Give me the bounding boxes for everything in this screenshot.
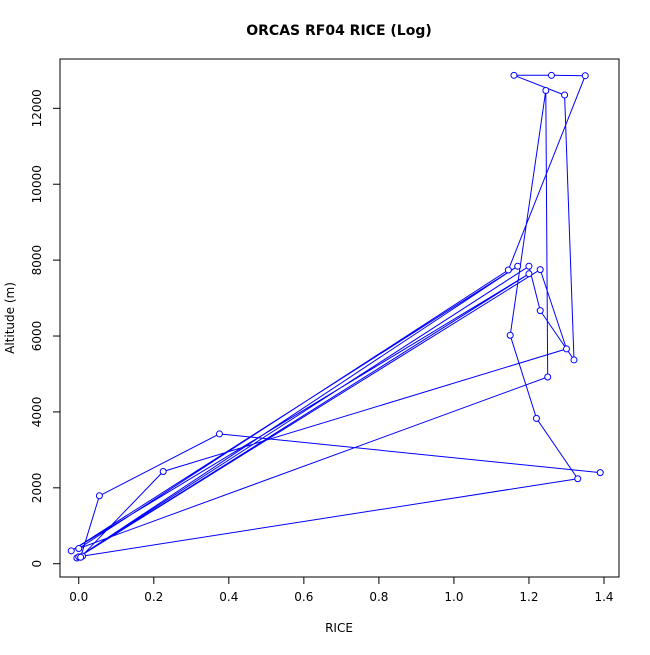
y-tick-label: 10000 bbox=[30, 165, 44, 203]
data-point bbox=[215, 430, 223, 438]
data-point bbox=[547, 71, 555, 79]
data-point bbox=[67, 547, 75, 555]
x-axis: 0.0 0.2 0.4 0.6 0.8 1.0 1.2 1.4 bbox=[69, 576, 614, 604]
series-line bbox=[71, 74, 601, 559]
data-point bbox=[525, 262, 533, 270]
x-axis-label: RICE bbox=[325, 621, 353, 635]
data-point bbox=[532, 414, 540, 422]
x-tick-label: 1.4 bbox=[594, 590, 613, 604]
data-point bbox=[574, 475, 582, 483]
y-tick-label: 2000 bbox=[30, 473, 44, 504]
x-tick-label: 0.6 bbox=[294, 590, 313, 604]
data-point bbox=[542, 86, 550, 94]
x-tick-label: 0.0 bbox=[69, 590, 88, 604]
data-point bbox=[75, 545, 83, 553]
x-tick-label: 1.0 bbox=[444, 590, 463, 604]
chart-title: ORCAS RF04 RICE (Log) bbox=[246, 23, 432, 39]
data-point bbox=[77, 553, 85, 561]
y-tick-label: 4000 bbox=[30, 397, 44, 428]
data-point bbox=[581, 72, 589, 80]
data-point bbox=[536, 266, 544, 274]
data-point bbox=[570, 356, 578, 364]
y-tick-label: 6000 bbox=[30, 321, 44, 352]
data-point bbox=[95, 492, 103, 500]
y-axis-label: Altitude (m) bbox=[3, 282, 17, 354]
plot-frame bbox=[59, 58, 620, 578]
y-tick-label: 8000 bbox=[30, 245, 44, 276]
x-tick-label: 0.2 bbox=[144, 590, 163, 604]
x-tick-label: 0.4 bbox=[219, 590, 238, 604]
data-point bbox=[506, 331, 514, 339]
data-point bbox=[504, 266, 512, 274]
series-layer bbox=[67, 71, 604, 562]
data-point bbox=[544, 373, 552, 381]
x-tick-label: 0.8 bbox=[369, 590, 388, 604]
data-point bbox=[510, 71, 518, 79]
data-point bbox=[562, 345, 570, 353]
y-tick-label: 12000 bbox=[30, 89, 44, 127]
data-point bbox=[525, 270, 533, 278]
x-tick-label: 1.2 bbox=[519, 590, 538, 604]
data-point bbox=[514, 262, 522, 270]
data-point bbox=[536, 307, 544, 315]
data-point bbox=[596, 469, 604, 477]
data-point bbox=[159, 468, 167, 476]
y-tick-label: 0 bbox=[30, 560, 44, 568]
y-axis: 0 2000 4000 6000 8000 10000 12000 bbox=[30, 89, 61, 568]
data-point bbox=[561, 91, 569, 99]
